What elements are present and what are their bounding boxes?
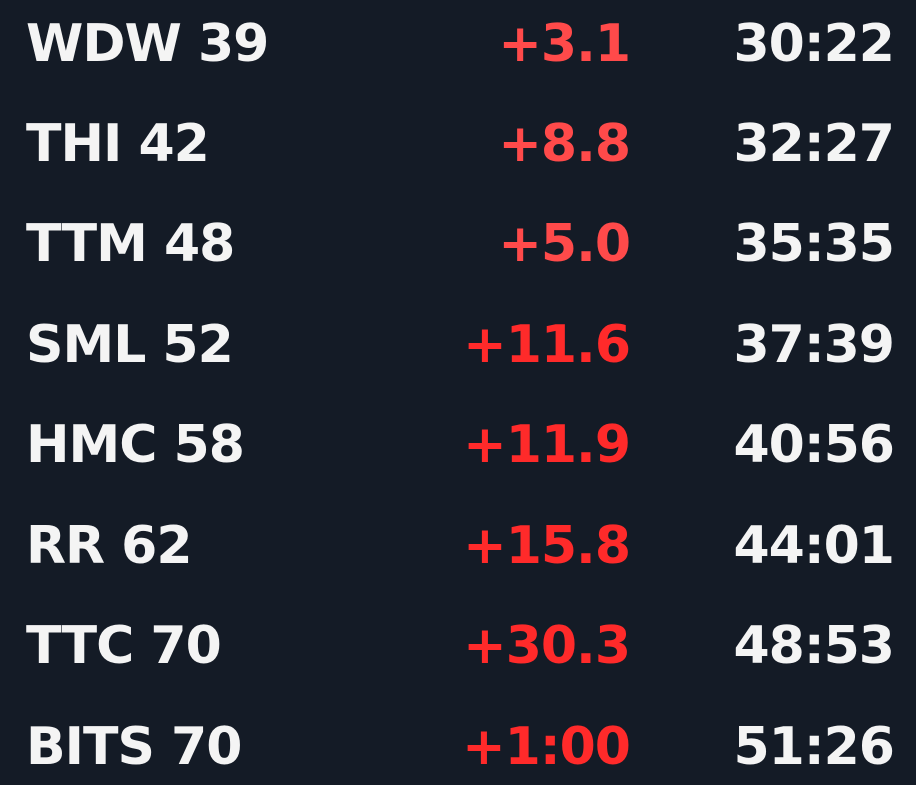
split-time: 48:53 xyxy=(733,616,895,676)
time-delta: +11.6 xyxy=(463,315,631,375)
checkpoint-label: WDW 39 xyxy=(26,14,269,74)
time-delta: +30.3 xyxy=(463,616,631,676)
split-row: TTM 48 +5.0 35:35 xyxy=(0,194,916,294)
time-delta: +11.9 xyxy=(463,415,631,475)
checkpoint-label: TTM 48 xyxy=(26,214,235,274)
split-time: 35:35 xyxy=(733,214,895,274)
split-row: TTC 70 +30.3 48:53 xyxy=(0,596,916,696)
time-delta: +3.1 xyxy=(498,14,631,74)
split-row: WDW 39 +3.1 30:22 xyxy=(0,0,916,94)
checkpoint-label: THI 42 xyxy=(26,114,210,174)
split-time: 40:56 xyxy=(733,415,895,475)
time-delta: +1:00 xyxy=(462,717,631,777)
time-delta: +8.8 xyxy=(498,114,631,174)
split-time: 30:22 xyxy=(733,14,895,74)
split-row: HMC 58 +11.9 40:56 xyxy=(0,395,916,495)
split-row: THI 42 +8.8 32:27 xyxy=(0,94,916,194)
split-row: BITS 70 +1:00 51:26 xyxy=(0,697,916,785)
split-time: 37:39 xyxy=(733,315,895,375)
time-delta: +15.8 xyxy=(463,516,631,576)
checkpoint-label: SML 52 xyxy=(26,315,234,375)
checkpoint-label: RR 62 xyxy=(26,516,193,576)
time-delta: +5.0 xyxy=(498,214,631,274)
split-time: 51:26 xyxy=(733,717,895,777)
split-row: RR 62 +15.8 44:01 xyxy=(0,496,916,596)
checkpoint-label: HMC 58 xyxy=(26,415,245,475)
split-time: 44:01 xyxy=(733,516,895,576)
checkpoint-label: BITS 70 xyxy=(26,717,242,777)
checkpoint-label: TTC 70 xyxy=(26,616,222,676)
split-row: SML 52 +11.6 37:39 xyxy=(0,295,916,395)
split-time: 32:27 xyxy=(733,114,895,174)
